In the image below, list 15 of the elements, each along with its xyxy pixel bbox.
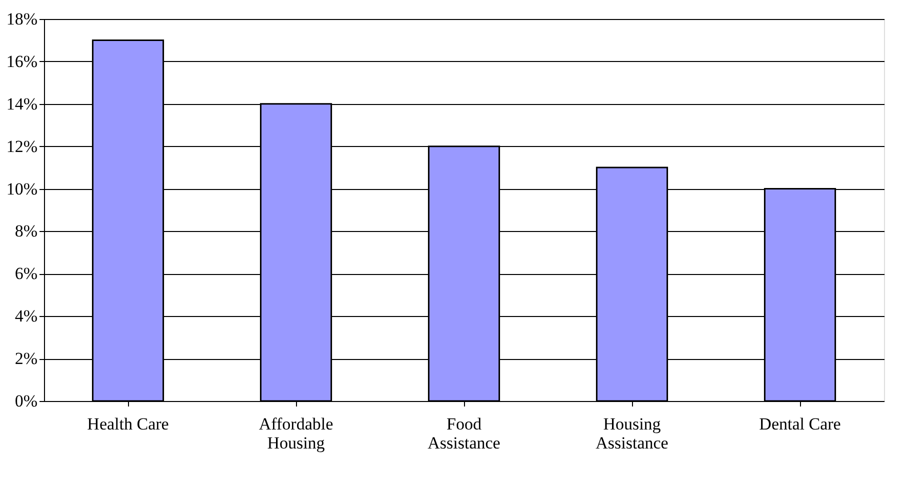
x-tick-label: Health Care (87, 414, 169, 434)
y-tick-label: 12% (6, 136, 38, 156)
y-tick-label: 18% (6, 10, 38, 28)
x-tick-label: Affordable Housing (258, 414, 334, 452)
x-tick-label: Food Assistance (428, 414, 500, 452)
y-tick-label: 16% (6, 52, 38, 71)
y-tick-label: 6% (14, 264, 38, 284)
y-tick-label: 14% (6, 94, 38, 114)
x-tick-label: Housing Assistance (596, 414, 668, 452)
y-tick-label: 4% (14, 306, 38, 326)
y-tick-label: 0% (14, 392, 38, 410)
y-tick-label: 8% (14, 222, 38, 241)
x-tick-label: Dental Care (759, 414, 841, 434)
y-tick-label: 10% (6, 179, 38, 198)
y-tick-label: 2% (14, 349, 38, 368)
